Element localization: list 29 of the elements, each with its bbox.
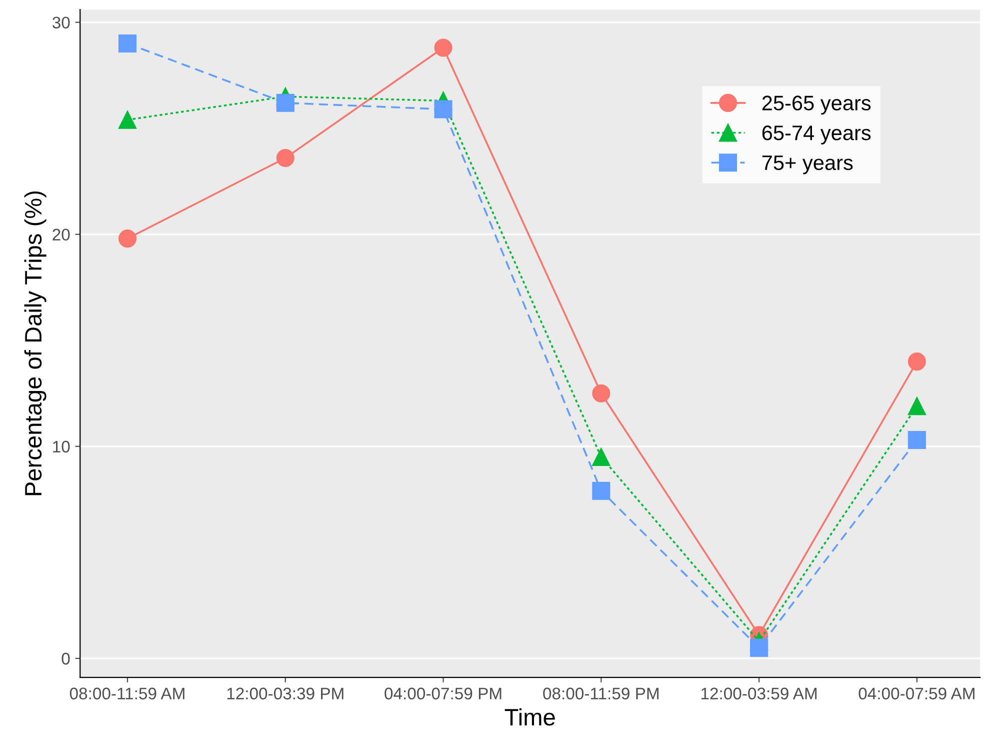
x-tick-label: 12:00-03:39 PM — [227, 688, 344, 700]
point — [118, 34, 137, 53]
point — [592, 448, 610, 466]
x-tick-label: 08:00-11:59 AM — [70, 688, 184, 700]
y-axis-title: Percentage of Daily Trips (%) — [24, 191, 46, 496]
y-tick-label: 30 — [52, 16, 70, 29]
x-axis-title: Time — [504, 708, 555, 726]
point — [908, 430, 926, 450]
point — [276, 148, 294, 168]
x-tick-label: 08:00-11:59 PM — [543, 688, 658, 700]
x-tick-label: 12:00-03:59 AM — [701, 688, 817, 700]
x-tick-label: 04:00-07:59 PM — [384, 688, 502, 700]
point — [118, 230, 137, 248]
y-tick-label: 20 — [52, 228, 70, 241]
legend-label: 25-65 years — [762, 96, 871, 115]
point — [592, 482, 610, 500]
point — [118, 110, 137, 129]
point — [592, 384, 610, 402]
point — [434, 100, 452, 118]
point — [276, 94, 294, 112]
legend-label: 65-74 years — [762, 126, 871, 144]
point — [434, 38, 452, 57]
legend-label: 75+ years — [762, 156, 853, 174]
x-tick-label: 04:00-07:59 AM — [858, 688, 974, 700]
point — [908, 397, 926, 416]
point — [750, 638, 768, 657]
y-tick-label: 10 — [53, 440, 70, 453]
point — [908, 352, 926, 371]
y-tick-label: 0 — [62, 652, 70, 665]
